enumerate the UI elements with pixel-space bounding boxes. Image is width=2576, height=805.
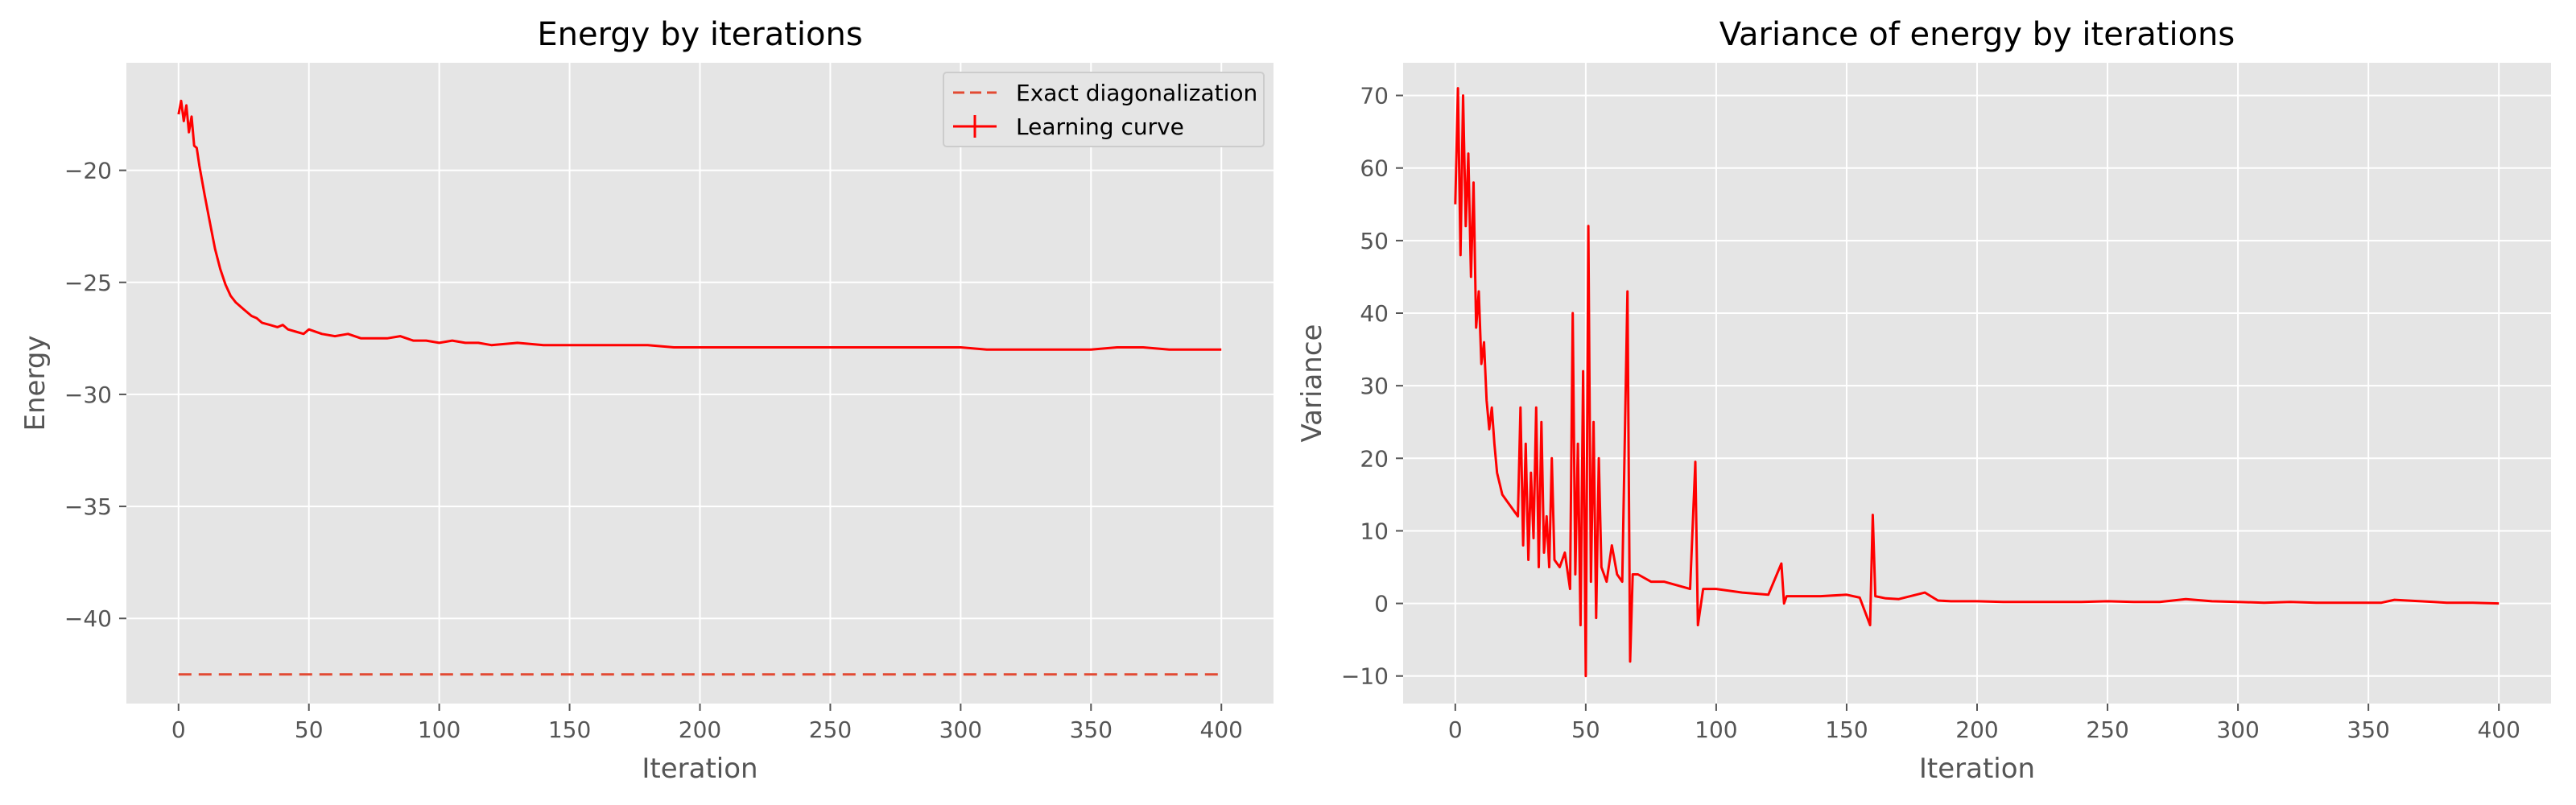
y-tick-label: 50 bbox=[1360, 228, 1389, 254]
x-tick-label: 150 bbox=[1825, 716, 1868, 743]
x-tick-label: 100 bbox=[418, 716, 460, 743]
x-tick-label: 250 bbox=[809, 716, 852, 743]
y-tick-label: −20 bbox=[64, 158, 112, 184]
legend-box bbox=[943, 72, 1265, 147]
x-tick-label: 350 bbox=[1070, 716, 1113, 743]
x-tick-label: 200 bbox=[1955, 716, 1998, 743]
y-tick-label: −30 bbox=[64, 382, 112, 408]
x-tick-label: 300 bbox=[939, 716, 982, 743]
y-tick-label: −25 bbox=[64, 270, 112, 296]
y-tick-label: −35 bbox=[64, 493, 112, 520]
x-tick-label: 400 bbox=[1200, 716, 1243, 743]
y-tick-label: −40 bbox=[64, 605, 112, 632]
legend-label: Exact diagonalization bbox=[1016, 80, 1257, 106]
legend: Exact diagonalization Learning curve bbox=[943, 72, 1265, 147]
y-tick-label: 0 bbox=[1374, 591, 1389, 617]
x-tick-label: 50 bbox=[1571, 716, 1600, 743]
chart-2: 0 50 100 150 200 250 300 350 400 −10 0 10 20 30 40 50 60… bbox=[1296, 16, 2551, 785]
y-tick-label: 40 bbox=[1360, 300, 1389, 327]
x-tick-label: 400 bbox=[2477, 716, 2520, 743]
y-tick-label: 20 bbox=[1360, 445, 1389, 472]
learning-curve-series bbox=[177, 99, 1222, 351]
y-axis-label: Energy bbox=[19, 335, 52, 431]
legend-label: Learning curve bbox=[1016, 114, 1184, 140]
x-tick-label: 0 bbox=[171, 716, 186, 743]
y-axis-label: Variance bbox=[1296, 324, 1328, 443]
y-tick-label: 10 bbox=[1360, 518, 1389, 544]
x-axis-label: Iteration bbox=[642, 753, 758, 785]
y-tick-label: 60 bbox=[1360, 155, 1389, 182]
x-tick-label: 50 bbox=[295, 716, 324, 743]
x-tick-label: 150 bbox=[548, 716, 591, 743]
x-tick-label: 0 bbox=[1448, 716, 1463, 743]
chart-title: Variance of energy by iterations bbox=[1719, 16, 2235, 53]
y-tick-label: −10 bbox=[1341, 663, 1389, 690]
chart-1: 0 50 100 150 200 250 300 350 400 −40 −35 −30 −25 −20 E… bbox=[19, 16, 1274, 785]
x-tick-label: 300 bbox=[2216, 716, 2259, 743]
x-tick-label: 350 bbox=[2347, 716, 2389, 743]
chart-title: Energy by iterations bbox=[537, 16, 862, 53]
x-tick-label: 200 bbox=[679, 716, 721, 743]
series-line bbox=[1454, 87, 2500, 678]
x-axis-label: Iteration bbox=[1919, 753, 2035, 785]
y-tick-label: 30 bbox=[1360, 373, 1389, 399]
x-tick-label: 100 bbox=[1695, 716, 1737, 743]
y-tick-label: 70 bbox=[1360, 83, 1389, 109]
x-tick-label: 250 bbox=[2086, 716, 2128, 743]
